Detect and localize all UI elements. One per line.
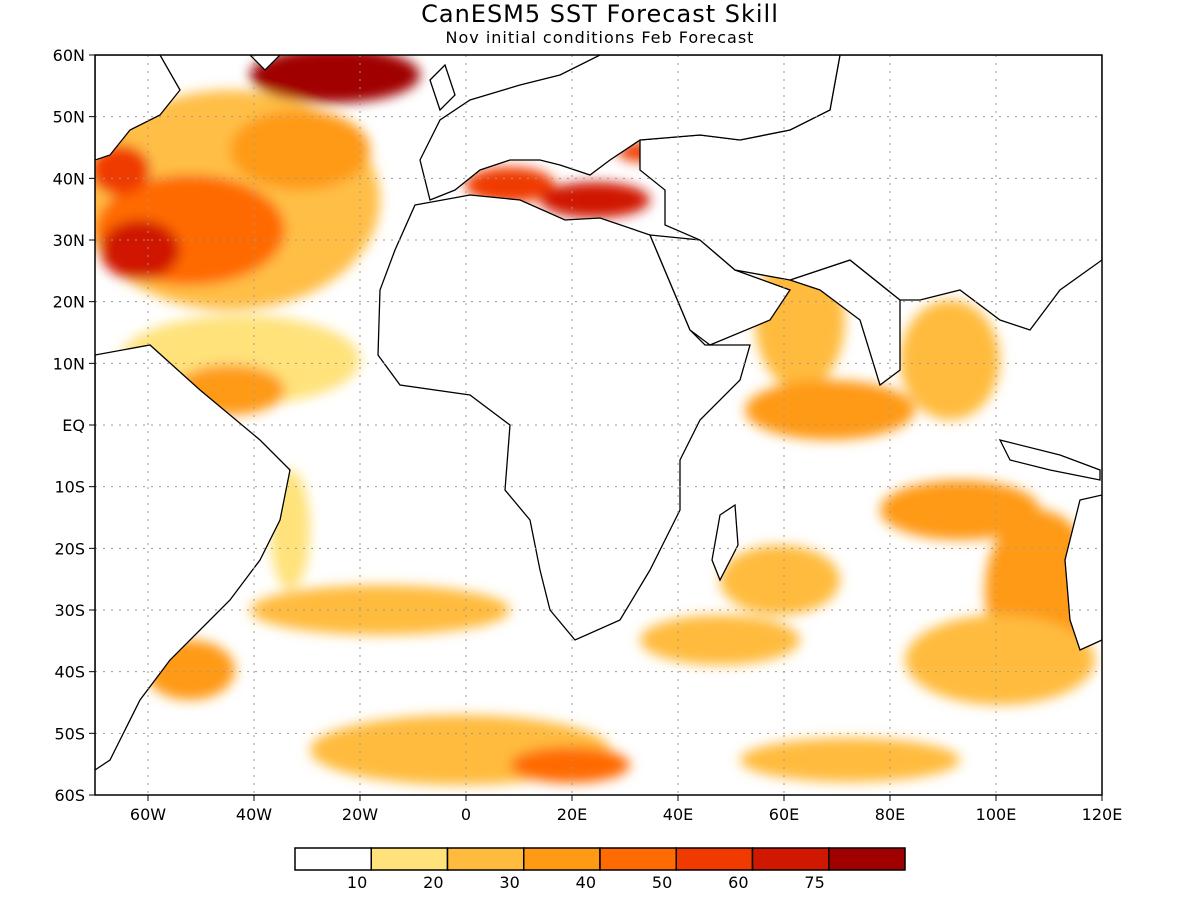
skill-region-southern-ocean-2 [510, 747, 630, 783]
skill-region-gulfstream [230, 110, 370, 190]
skill-region-mozambique [720, 545, 840, 615]
colorbar: 10 20 30 40 50 60 75 [294, 847, 906, 892]
australia-outline [1064, 494, 1102, 651]
lon-label: 20E [557, 805, 587, 824]
lat-label: 30N [53, 231, 85, 250]
colorbar-label: 40 [576, 873, 596, 892]
colorbar-swatch [446, 847, 525, 871]
map-subtitle: Nov initial conditions Feb Forecast [445, 28, 755, 47]
colorbar-swatch [294, 847, 372, 871]
lat-label: 20S [54, 539, 85, 558]
lon-label: 80E [875, 805, 905, 824]
colorbar-swatch [675, 847, 754, 871]
skill-region-south-indian [880, 480, 1040, 540]
skill-region-southern-ocean-3 [740, 738, 960, 782]
lat-label: 10S [54, 478, 85, 497]
colorbar-label: 20 [423, 873, 443, 892]
lon-label: 60E [769, 805, 799, 824]
skill-region-med-east [540, 182, 650, 218]
colorbar-swatch [828, 847, 906, 871]
lon-label: 0 [461, 805, 471, 824]
lat-label: 60S [54, 786, 85, 805]
indonesia-outline [998, 439, 1101, 481]
colorbar-label: 50 [652, 873, 672, 892]
colorbar-label: 10 [347, 873, 367, 892]
lat-label: 50N [53, 108, 85, 127]
lat-label: 40N [53, 169, 85, 188]
lon-label: 20W [342, 805, 378, 824]
colorbar-label: 60 [728, 873, 748, 892]
colorbar-swatch [523, 847, 601, 871]
colorbar-label: 75 [804, 873, 824, 892]
lon-label: 120E [1082, 805, 1123, 824]
lat-label: 10N [53, 354, 85, 373]
skill-region-north-atlantic-max [100, 220, 180, 280]
europe-outline [419, 55, 841, 201]
lat-label: EQ [62, 416, 85, 435]
north-america-outline [95, 55, 181, 161]
colorbar-swatch [751, 847, 830, 871]
lon-label: 40W [236, 805, 272, 824]
skill-region-med-west [465, 167, 555, 203]
colorbar-label: 30 [499, 873, 519, 892]
lon-label: 60W [130, 805, 166, 824]
lat-label: 60N [53, 46, 85, 65]
lat-labels: 60N 50N 40N 30N 20N 10N EQ 10S 20S 30S 40S 50S 60S [53, 46, 95, 805]
colorbar-swatch [599, 847, 677, 871]
skill-region-iceland [250, 55, 420, 103]
lat-label: 50S [54, 724, 85, 743]
coastlines [95, 55, 1102, 771]
map-title: CanESM5 SST Forecast Skill [421, 0, 779, 28]
skill-region-sw-australia [905, 615, 1095, 705]
lon-label: 100E [976, 805, 1017, 824]
british-isles-outline [429, 63, 456, 112]
lat-label: 30S [54, 601, 85, 620]
colorbar-swatch [370, 847, 449, 871]
south-america-outline [95, 344, 291, 771]
greenland-outline [249, 55, 281, 71]
lat-label: 20N [53, 293, 85, 312]
lat-label: 40S [54, 663, 85, 682]
lon-labels: 60W 40W 20W 0 20E 40E 60E 80E 100E 120E [130, 795, 1122, 824]
skill-region-agulhas [640, 615, 800, 665]
skill-region-bay-of-bengal [900, 300, 1000, 420]
madagascar-outline [711, 503, 739, 582]
skill-region-south-atl [250, 585, 510, 635]
skill-region-labrador [95, 145, 150, 195]
africa-outline [377, 194, 751, 641]
lon-label: 40E [663, 805, 693, 824]
